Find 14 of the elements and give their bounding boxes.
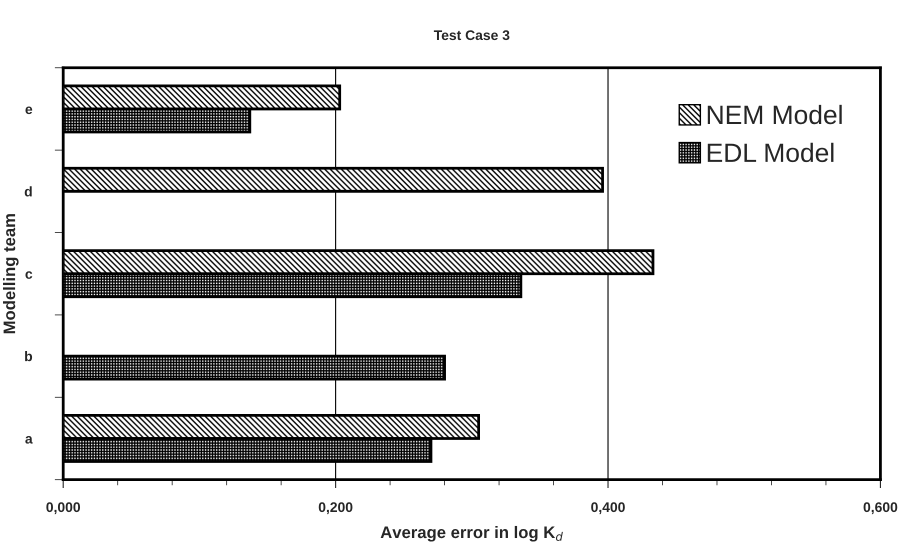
y-tick-label: a xyxy=(25,436,33,444)
x-tick-label: 0,400 xyxy=(591,502,625,514)
y-tick-label: e xyxy=(25,106,32,114)
y-tick-label: b xyxy=(25,351,32,362)
y-tick-label: d xyxy=(24,186,32,196)
x-tick-label: 0,200 xyxy=(318,502,352,514)
y-axis-title: Modelling team xyxy=(3,214,19,334)
x-tick-label: 0,000 xyxy=(46,502,80,514)
chart-title: Test Case 3 xyxy=(434,30,510,40)
legend-label: EDL Model xyxy=(708,142,834,162)
legend-label: NEM Model xyxy=(708,104,842,124)
x-tick-label: 0,600 xyxy=(864,502,898,514)
y-tick-label: c xyxy=(25,271,32,279)
x-axis-title: Average error in log K$_{d}$ xyxy=(380,526,563,542)
